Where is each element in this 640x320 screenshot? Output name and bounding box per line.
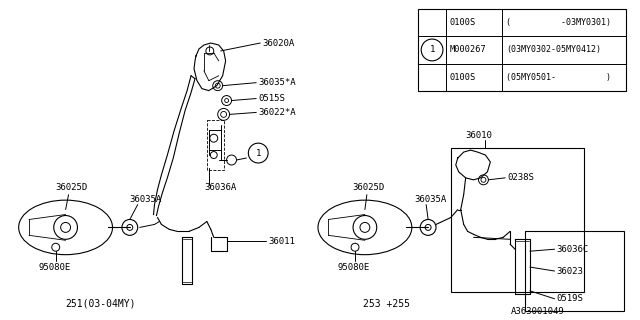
- Circle shape: [127, 224, 132, 230]
- Text: 36036A: 36036A: [204, 183, 236, 192]
- Text: 95080E: 95080E: [39, 263, 71, 272]
- Text: 36020A: 36020A: [262, 38, 294, 48]
- Text: 0100S: 0100S: [450, 18, 476, 28]
- Text: 36011: 36011: [268, 237, 295, 246]
- Text: 36035*A: 36035*A: [258, 78, 296, 87]
- Text: 1: 1: [255, 148, 261, 157]
- Text: 36025D: 36025D: [56, 183, 88, 192]
- Circle shape: [351, 243, 359, 251]
- Text: (03MY0302-05MY0412): (03MY0302-05MY0412): [506, 45, 601, 54]
- Circle shape: [211, 152, 217, 158]
- Circle shape: [221, 96, 232, 106]
- Bar: [451, 148, 584, 292]
- Circle shape: [206, 47, 214, 55]
- Text: 0100S: 0100S: [450, 73, 476, 82]
- Circle shape: [122, 220, 138, 235]
- Circle shape: [52, 243, 60, 251]
- Circle shape: [425, 224, 431, 230]
- Text: 1: 1: [429, 45, 435, 54]
- Text: 0519S: 0519S: [557, 294, 584, 303]
- Circle shape: [215, 83, 220, 88]
- Text: 36022*A: 36022*A: [258, 108, 296, 117]
- Text: 251(03-04MY): 251(03-04MY): [65, 299, 136, 309]
- Circle shape: [353, 215, 377, 239]
- Text: 0515S: 0515S: [258, 94, 285, 103]
- Circle shape: [421, 39, 443, 61]
- Bar: [419, 9, 626, 91]
- Circle shape: [221, 111, 227, 117]
- Bar: [525, 231, 624, 311]
- Circle shape: [481, 177, 486, 182]
- Circle shape: [61, 222, 70, 232]
- Circle shape: [225, 99, 228, 102]
- Text: 0238S: 0238S: [507, 173, 534, 182]
- Text: 36035A: 36035A: [414, 195, 447, 204]
- Circle shape: [218, 108, 230, 120]
- Circle shape: [212, 81, 223, 91]
- Text: (          -03MY0301): ( -03MY0301): [506, 18, 611, 28]
- Text: 36023: 36023: [557, 267, 584, 276]
- Text: 36010: 36010: [466, 131, 493, 140]
- Circle shape: [210, 134, 218, 142]
- Circle shape: [420, 220, 436, 235]
- Text: M000267: M000267: [450, 45, 486, 54]
- Text: 36035A: 36035A: [130, 195, 162, 204]
- Circle shape: [248, 143, 268, 163]
- Text: 36025D: 36025D: [352, 183, 384, 192]
- Text: 95080E: 95080E: [337, 263, 369, 272]
- Text: (05MY0501-          ): (05MY0501- ): [506, 73, 611, 82]
- Circle shape: [54, 215, 77, 239]
- Text: 36036C: 36036C: [557, 245, 589, 254]
- Circle shape: [227, 155, 237, 165]
- Text: 253 +255: 253 +255: [363, 299, 410, 309]
- Text: A363001049: A363001049: [511, 307, 564, 316]
- Circle shape: [479, 175, 488, 185]
- Circle shape: [360, 222, 370, 232]
